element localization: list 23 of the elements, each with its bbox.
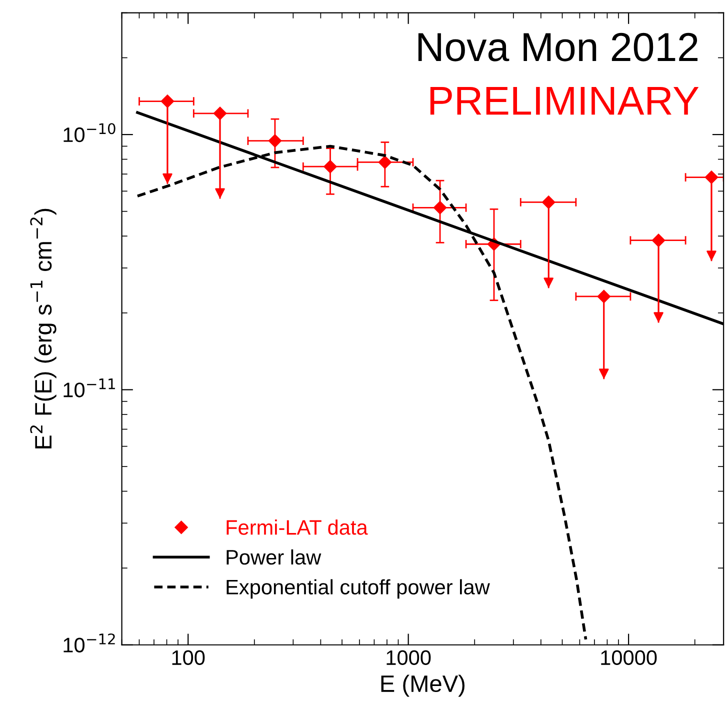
- point: [160, 94, 174, 108]
- point: [433, 201, 447, 214]
- legend-label: Fermi-LAT data: [226, 520, 368, 535]
- point: [213, 106, 227, 120]
- point: [268, 134, 282, 148]
- y-tick-label: 10$^{−11}$: [64, 378, 115, 398]
- point: [542, 196, 556, 209]
- y-axis-title: E$^{2}$ F(E) (erg s$^{−1}$ cm$^{−2}$): [30, 208, 56, 448]
- legend-label: Power law: [226, 549, 322, 565]
- x-tick-label: 10000: [601, 650, 657, 666]
- point: [378, 156, 392, 169]
- annotation: PRELIMINARY: [430, 86, 699, 115]
- legend-label: Exponential cutoff power law: [226, 579, 490, 599]
- annotation: Nova Mon 2012: [418, 32, 698, 62]
- y-tick-label: 10$^{−12}$: [64, 633, 115, 652]
- point: [652, 234, 666, 247]
- x-tick-label: 100: [172, 650, 205, 666]
- x-tick-label: 1000: [386, 650, 431, 666]
- point: [704, 170, 718, 184]
- point: [597, 290, 610, 304]
- point: [324, 160, 337, 174]
- y-tick-label: 10$^{−10}$: [64, 123, 116, 142]
- x-axis-title: E (MeV): [381, 674, 464, 697]
